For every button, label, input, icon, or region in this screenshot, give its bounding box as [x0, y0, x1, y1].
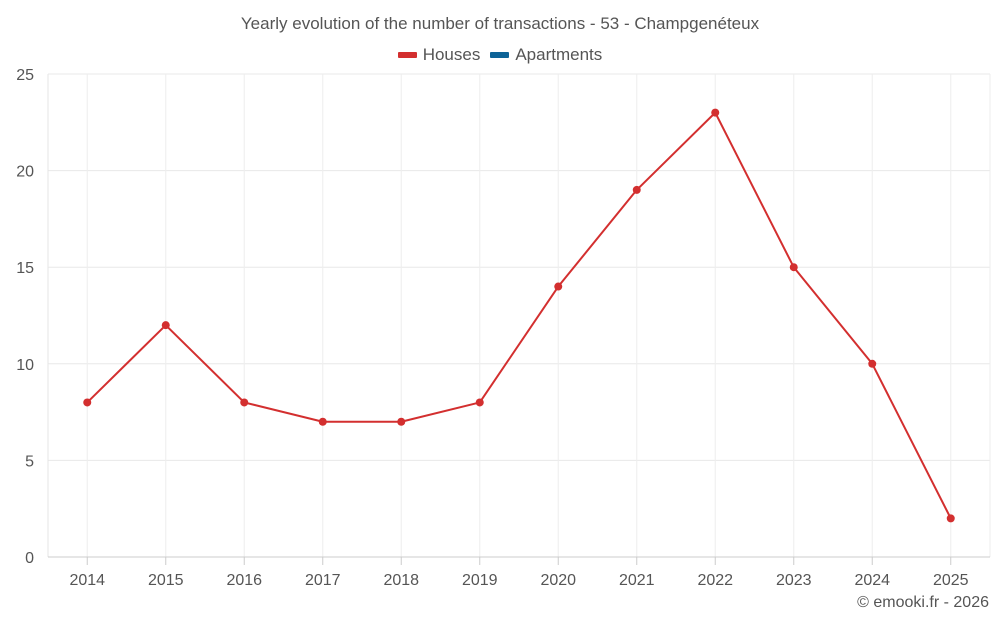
data-point-houses	[632, 185, 641, 194]
data-point-houses	[789, 263, 798, 272]
x-tick-label: 2019	[462, 572, 498, 589]
data-point-houses	[554, 282, 563, 291]
data-point-houses	[161, 321, 170, 330]
credit-text: © emooki.fr - 2026	[857, 594, 989, 611]
x-tick-label: 2021	[619, 572, 655, 589]
legend-swatch-apartments	[490, 52, 510, 58]
y-tick-label: 25	[16, 67, 34, 84]
data-point-houses	[475, 398, 484, 407]
series-line-houses	[86, 111, 952, 519]
data-point-houses	[711, 108, 720, 117]
data-point-houses	[240, 398, 249, 407]
y-tick-label: 0	[25, 550, 34, 567]
legend-label-apartments: Apartments	[515, 45, 603, 64]
x-tick-label: 2022	[697, 572, 733, 589]
y-tick-label: 10	[16, 357, 34, 374]
x-tick-label: 2015	[148, 572, 184, 589]
x-tick-label: 2014	[69, 572, 105, 589]
legend: Houses Apartments	[0, 45, 1000, 65]
x-tick-label: 2020	[540, 572, 576, 589]
y-tick-label: 15	[16, 260, 34, 277]
x-tick-label: 2017	[305, 572, 341, 589]
data-point-houses	[318, 417, 327, 426]
data-point-houses	[83, 398, 92, 407]
x-tick-label: 2016	[226, 572, 262, 589]
legend-item-apartments[interactable]: Apartments	[490, 45, 602, 65]
x-tick-label: 2025	[933, 572, 969, 589]
chart-title: Yearly evolution of the number of transa…	[240, 14, 760, 33]
data-point-houses	[868, 359, 877, 368]
y-tick-label: 5	[25, 453, 34, 470]
y-tick-label: 20	[16, 164, 34, 181]
data-point-houses	[397, 417, 406, 426]
legend-label-houses: Houses	[422, 45, 481, 64]
legend-item-houses[interactable]: Houses	[397, 45, 481, 65]
x-tick-label: 2024	[854, 572, 890, 589]
x-tick-label: 2018	[383, 572, 419, 589]
legend-swatch-houses	[397, 52, 417, 58]
x-tick-label: 2023	[776, 572, 812, 589]
data-point-houses	[946, 514, 955, 523]
